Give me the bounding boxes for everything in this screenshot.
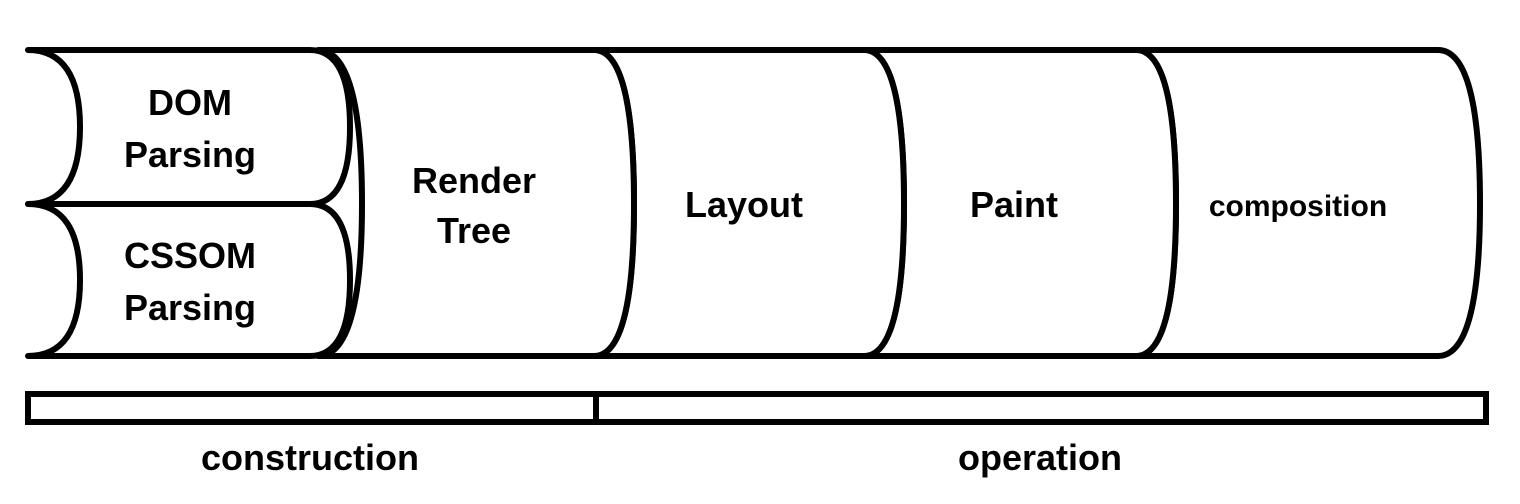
render-tree-label-line2: Tree bbox=[437, 210, 511, 251]
cssom-parsing-label-line2: Parsing bbox=[124, 287, 256, 328]
render-tree-label-line1: Render bbox=[412, 160, 536, 201]
dom-parsing-label-line2: Parsing bbox=[124, 134, 256, 175]
cssom-parsing-label-line1: CSSOM bbox=[124, 235, 256, 276]
operation-bar bbox=[596, 394, 1486, 422]
composition-label: composition bbox=[1209, 190, 1387, 223]
dom-parsing-label-line1: DOM bbox=[148, 82, 232, 123]
paint-label: Paint bbox=[970, 184, 1058, 225]
render-tree-segment bbox=[318, 50, 634, 356]
construction-bar bbox=[28, 394, 596, 422]
cssom-parsing-segment bbox=[28, 204, 350, 356]
dom-parsing-segment bbox=[28, 50, 350, 204]
operation-phase-label: operation bbox=[958, 437, 1122, 478]
layout-label: Layout bbox=[685, 184, 803, 225]
construction-phase-label: construction bbox=[201, 437, 419, 478]
